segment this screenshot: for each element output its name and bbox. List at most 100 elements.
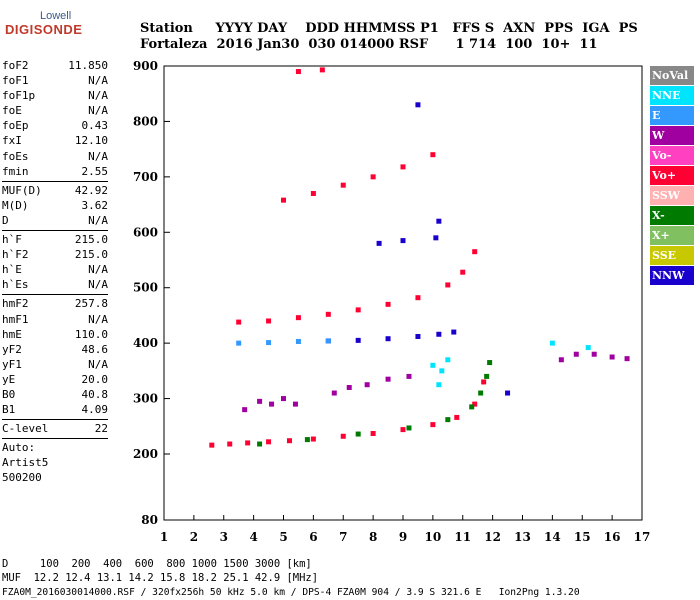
param-row-foEp: foEp 0.43 bbox=[2, 118, 108, 133]
param-label: foE bbox=[2, 104, 22, 118]
data-point bbox=[325, 338, 331, 344]
param-value: N/A bbox=[88, 357, 108, 371]
data-point bbox=[436, 382, 442, 388]
param-value: 110.0 bbox=[74, 327, 108, 341]
data-point bbox=[364, 382, 370, 388]
param-label: foF1p bbox=[2, 89, 36, 103]
param-label: foF1 bbox=[2, 74, 29, 88]
param-row-yF1: yF1 N/A bbox=[2, 357, 108, 372]
data-point bbox=[436, 218, 442, 224]
param-value: 11.850 bbox=[68, 59, 108, 72]
data-point bbox=[385, 336, 391, 342]
param-label: foEp bbox=[2, 119, 29, 133]
data-point bbox=[236, 340, 242, 346]
x-tick-label: 16 bbox=[604, 530, 621, 544]
param-value: N/A bbox=[88, 213, 108, 227]
data-point bbox=[415, 333, 421, 339]
auto-version: 500200 bbox=[2, 471, 42, 485]
param-label: h`Es bbox=[2, 278, 29, 292]
data-point bbox=[292, 401, 298, 407]
legend-item-w: W bbox=[650, 126, 694, 145]
data-point bbox=[355, 431, 361, 437]
plot-frame bbox=[163, 65, 643, 521]
data-point bbox=[227, 441, 233, 447]
x-tick-label: 9 bbox=[399, 530, 407, 544]
header-labels: Station YYYY DAY DDD HHMMSS P1 FFS S AXN… bbox=[140, 21, 638, 36]
divider bbox=[2, 438, 108, 440]
data-point bbox=[445, 357, 451, 363]
param-value: 257.8 bbox=[74, 297, 108, 311]
y-tick-label: 80 bbox=[141, 513, 158, 527]
param-panel: foF2 11.850 foF1 N/A foF1p N/A foE N/A foEp 0… bbox=[2, 58, 108, 485]
param-row-yE: yE 20.0 bbox=[2, 372, 108, 387]
data-point bbox=[469, 404, 475, 410]
logo-lowell: Lowell bbox=[40, 10, 72, 22]
data-point bbox=[257, 398, 263, 404]
data-point bbox=[376, 240, 382, 246]
divider bbox=[2, 230, 108, 232]
data-point bbox=[319, 67, 325, 73]
param-value: N/A bbox=[88, 278, 108, 292]
param-label: yF1 bbox=[2, 357, 22, 371]
data-point bbox=[304, 437, 310, 443]
legend-item-nne: NNE bbox=[650, 86, 694, 105]
param-row-B0: B0 40.8 bbox=[2, 387, 108, 402]
param-row-foE: foE N/A bbox=[2, 103, 108, 118]
param-row-B1: B1 4.09 bbox=[2, 402, 108, 417]
param-label: yE bbox=[2, 372, 16, 386]
x-tick-label: 13 bbox=[514, 530, 531, 544]
param-row-yF2: yF2 48.6 bbox=[2, 342, 108, 357]
auto-label: Auto: bbox=[2, 441, 36, 455]
data-point bbox=[549, 340, 555, 346]
param-value: 2.55 bbox=[81, 164, 109, 178]
data-point bbox=[439, 368, 445, 374]
data-point bbox=[558, 357, 564, 363]
param-value: 42.92 bbox=[74, 183, 108, 197]
legend-item-sse: SSE bbox=[650, 246, 694, 265]
param-row-hmF2: hmF2 257.8 bbox=[2, 296, 108, 311]
param-label: M(D) bbox=[2, 198, 29, 212]
param-value: 20.0 bbox=[81, 372, 109, 386]
y-tick-label: 300 bbox=[133, 392, 158, 406]
x-tick-label: 4 bbox=[249, 530, 257, 544]
param-row-md: M(D) 3.62 bbox=[2, 198, 108, 213]
data-point bbox=[281, 197, 286, 203]
legend-item-vo-plus: Vo+ bbox=[650, 166, 694, 185]
data-point bbox=[430, 422, 436, 428]
param-value: N/A bbox=[88, 74, 108, 88]
data-point bbox=[400, 427, 406, 433]
data-point bbox=[257, 441, 263, 447]
param-label: C-level bbox=[2, 422, 49, 436]
data-point bbox=[472, 401, 478, 407]
x-tick-label: 5 bbox=[279, 530, 287, 544]
param-row-muf: MUF(D) 42.92 bbox=[2, 183, 108, 198]
param-label: fxI bbox=[2, 134, 22, 148]
x-tick-label: 7 bbox=[339, 530, 347, 544]
param-value: 215.0 bbox=[74, 248, 108, 262]
param-label: D bbox=[2, 213, 9, 227]
x-tick-label: 15 bbox=[574, 530, 591, 544]
data-point bbox=[340, 182, 346, 188]
data-point bbox=[286, 438, 292, 444]
data-point bbox=[433, 235, 439, 241]
data-point bbox=[385, 301, 391, 307]
param-value: 22 bbox=[94, 422, 108, 436]
param-row-hF2: h`F2 215.0 bbox=[2, 247, 108, 262]
data-point bbox=[355, 307, 361, 313]
divider bbox=[2, 294, 108, 296]
data-point bbox=[209, 442, 215, 448]
x-tick-label: 1 bbox=[160, 530, 168, 544]
divider bbox=[2, 180, 108, 182]
legend-item-x-plus: X+ bbox=[650, 226, 694, 245]
data-point bbox=[295, 315, 301, 321]
param-value: 0.43 bbox=[81, 119, 109, 133]
param-row-foF2: foF2 11.850 bbox=[2, 58, 108, 73]
data-point bbox=[406, 425, 412, 431]
param-value: 4.09 bbox=[81, 403, 109, 417]
data-point bbox=[430, 152, 436, 158]
x-tick-label: 12 bbox=[484, 530, 501, 544]
data-point bbox=[436, 331, 442, 337]
param-value: 40.8 bbox=[81, 387, 109, 401]
data-point bbox=[245, 440, 251, 446]
x-tick-label: 6 bbox=[309, 530, 317, 544]
